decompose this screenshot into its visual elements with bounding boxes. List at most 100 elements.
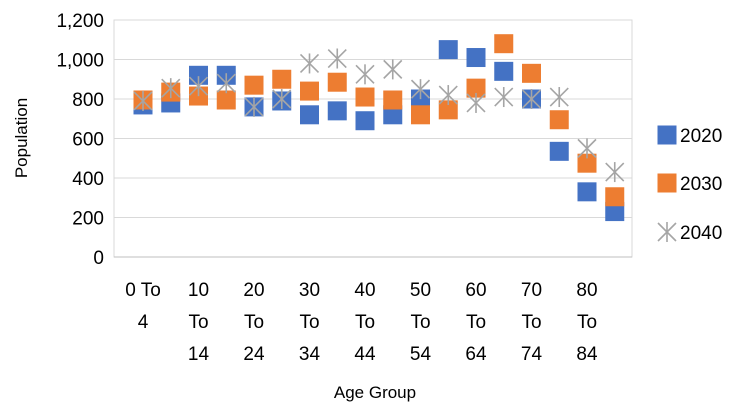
x-tick-label-line: 10 xyxy=(188,280,209,301)
legend-entry-2030: 2030 xyxy=(657,173,722,195)
x-tick-label-line: 40 xyxy=(354,280,375,301)
data-point-2030 xyxy=(549,110,569,130)
x-tick-label-line: 54 xyxy=(410,344,432,365)
data-point-2020 xyxy=(383,105,403,125)
data-point-2040 xyxy=(216,73,236,94)
data-point-2040 xyxy=(410,79,431,100)
data-point-2030 xyxy=(522,63,541,83)
x-tick-label-line: 30 xyxy=(299,280,320,301)
series-2030 xyxy=(133,34,625,207)
x-tick-label-line: 60 xyxy=(465,280,486,301)
data-point-2020 xyxy=(327,101,347,121)
x-axis-title: Age Group xyxy=(334,383,416,402)
x-tick-label-line: To xyxy=(577,312,597,333)
x-tick-label: 10 To 14 xyxy=(188,280,210,365)
data-point-2020 xyxy=(577,182,597,202)
x-tick-label-line: 0 To xyxy=(125,280,161,301)
data-point-2030 xyxy=(605,187,625,207)
legend-entry-2020: 2020 xyxy=(657,125,722,147)
x-tick-label-line: 20 xyxy=(243,280,264,301)
x-tick-label-line: To xyxy=(355,312,375,333)
x-tick-label-line: 14 xyxy=(188,344,210,365)
x-tick-label-line: 70 xyxy=(521,280,542,301)
x-tick-label-line: 80 xyxy=(576,280,597,301)
legend-marker-2020 xyxy=(657,125,677,145)
y-tick-label: 400 xyxy=(72,169,104,190)
data-point-2020 xyxy=(466,48,486,68)
data-point-2040 xyxy=(383,59,403,80)
data-point-2030 xyxy=(244,75,264,95)
data-point-2020 xyxy=(300,105,319,125)
x-tick-label-line: To xyxy=(299,312,319,333)
data-point-2020 xyxy=(549,141,569,161)
data-point-2020 xyxy=(189,65,208,85)
y-axis-tick-labels: 0 200 400 600 800 1,000 1,200 xyxy=(56,11,104,269)
x-tick-label-line: 64 xyxy=(465,344,487,365)
data-point-2030 xyxy=(327,72,347,92)
x-tick-label: 80 To 84 xyxy=(576,280,598,365)
x-tick-label-line: To xyxy=(244,312,264,333)
x-tick-label-line: 4 xyxy=(138,312,149,333)
x-tick-label: 20 To 24 xyxy=(243,280,265,365)
data-point-2040 xyxy=(244,96,264,117)
legend-label: 2040 xyxy=(680,223,722,244)
y-tick-label: 1,200 xyxy=(56,11,104,32)
x-tick-label: 40 To 44 xyxy=(354,280,376,365)
x-tick-label: 30 To 34 xyxy=(299,280,321,365)
data-point-2030 xyxy=(216,90,236,110)
data-point-2040 xyxy=(355,64,375,85)
data-point-2040 xyxy=(188,76,209,97)
data-point-2040 xyxy=(577,138,597,159)
x-tick-label-line: 44 xyxy=(354,344,376,365)
data-point-2040 xyxy=(272,89,292,109)
x-tick-label-line: 84 xyxy=(576,344,598,365)
data-point-2030 xyxy=(466,78,486,98)
y-tick-label: 200 xyxy=(72,209,104,230)
data-point-2030 xyxy=(494,34,514,54)
legend-label: 2020 xyxy=(680,126,722,147)
legend-marker-2030 xyxy=(657,173,677,193)
data-point-2030 xyxy=(300,81,319,101)
legend-entry-2040: 2040 xyxy=(657,222,722,244)
data-point-2040 xyxy=(605,162,625,183)
x-tick-label-line: To xyxy=(188,312,208,333)
x-tick-label-line: 50 xyxy=(410,280,431,301)
legend: 2020 2030 2040 xyxy=(657,125,722,244)
x-axis-tick-labels: 0 To 4 10 To 14 20 To 24 30 To 34 40 To 44 50 To 54 60 To 6… xyxy=(125,280,598,365)
data-point-2040 xyxy=(438,85,458,106)
data-point-2030 xyxy=(383,90,403,110)
x-tick-label-line: 34 xyxy=(299,344,321,365)
x-tick-label: 50 To 54 xyxy=(410,280,432,365)
x-tick-label-line: 74 xyxy=(521,344,543,365)
data-point-2040 xyxy=(521,89,542,109)
legend-label: 2030 xyxy=(680,174,722,195)
y-tick-label: 800 xyxy=(72,90,104,111)
data-point-2020 xyxy=(355,111,375,131)
data-point-2030 xyxy=(411,105,430,125)
data-point-2020 xyxy=(494,61,514,81)
x-tick-label-line: 24 xyxy=(243,344,265,365)
data-point-2030 xyxy=(355,87,375,107)
y-tick-label: 0 xyxy=(93,248,104,269)
x-tick-label: 0 To 4 xyxy=(125,280,161,333)
legend-marker-2040 xyxy=(657,222,677,242)
series-2020 xyxy=(133,40,625,222)
data-point-2040 xyxy=(494,87,514,108)
series-2040 xyxy=(133,48,625,183)
y-tick-label: 600 xyxy=(72,130,104,151)
data-point-2030 xyxy=(438,100,458,120)
data-point-2020 xyxy=(605,202,625,222)
y-axis-title: Population xyxy=(12,98,31,178)
x-tick-label-line: To xyxy=(521,312,541,333)
data-point-2040 xyxy=(161,78,181,99)
data-point-2040 xyxy=(466,92,486,113)
x-tick-label: 70 To 74 xyxy=(521,280,543,365)
data-point-2040 xyxy=(549,87,569,108)
data-points xyxy=(133,34,625,222)
data-point-2040 xyxy=(133,90,153,111)
data-point-2030 xyxy=(577,153,597,173)
x-tick-label-line: To xyxy=(410,312,430,333)
x-tick-label-line: To xyxy=(466,312,486,333)
data-point-2040 xyxy=(299,53,320,74)
